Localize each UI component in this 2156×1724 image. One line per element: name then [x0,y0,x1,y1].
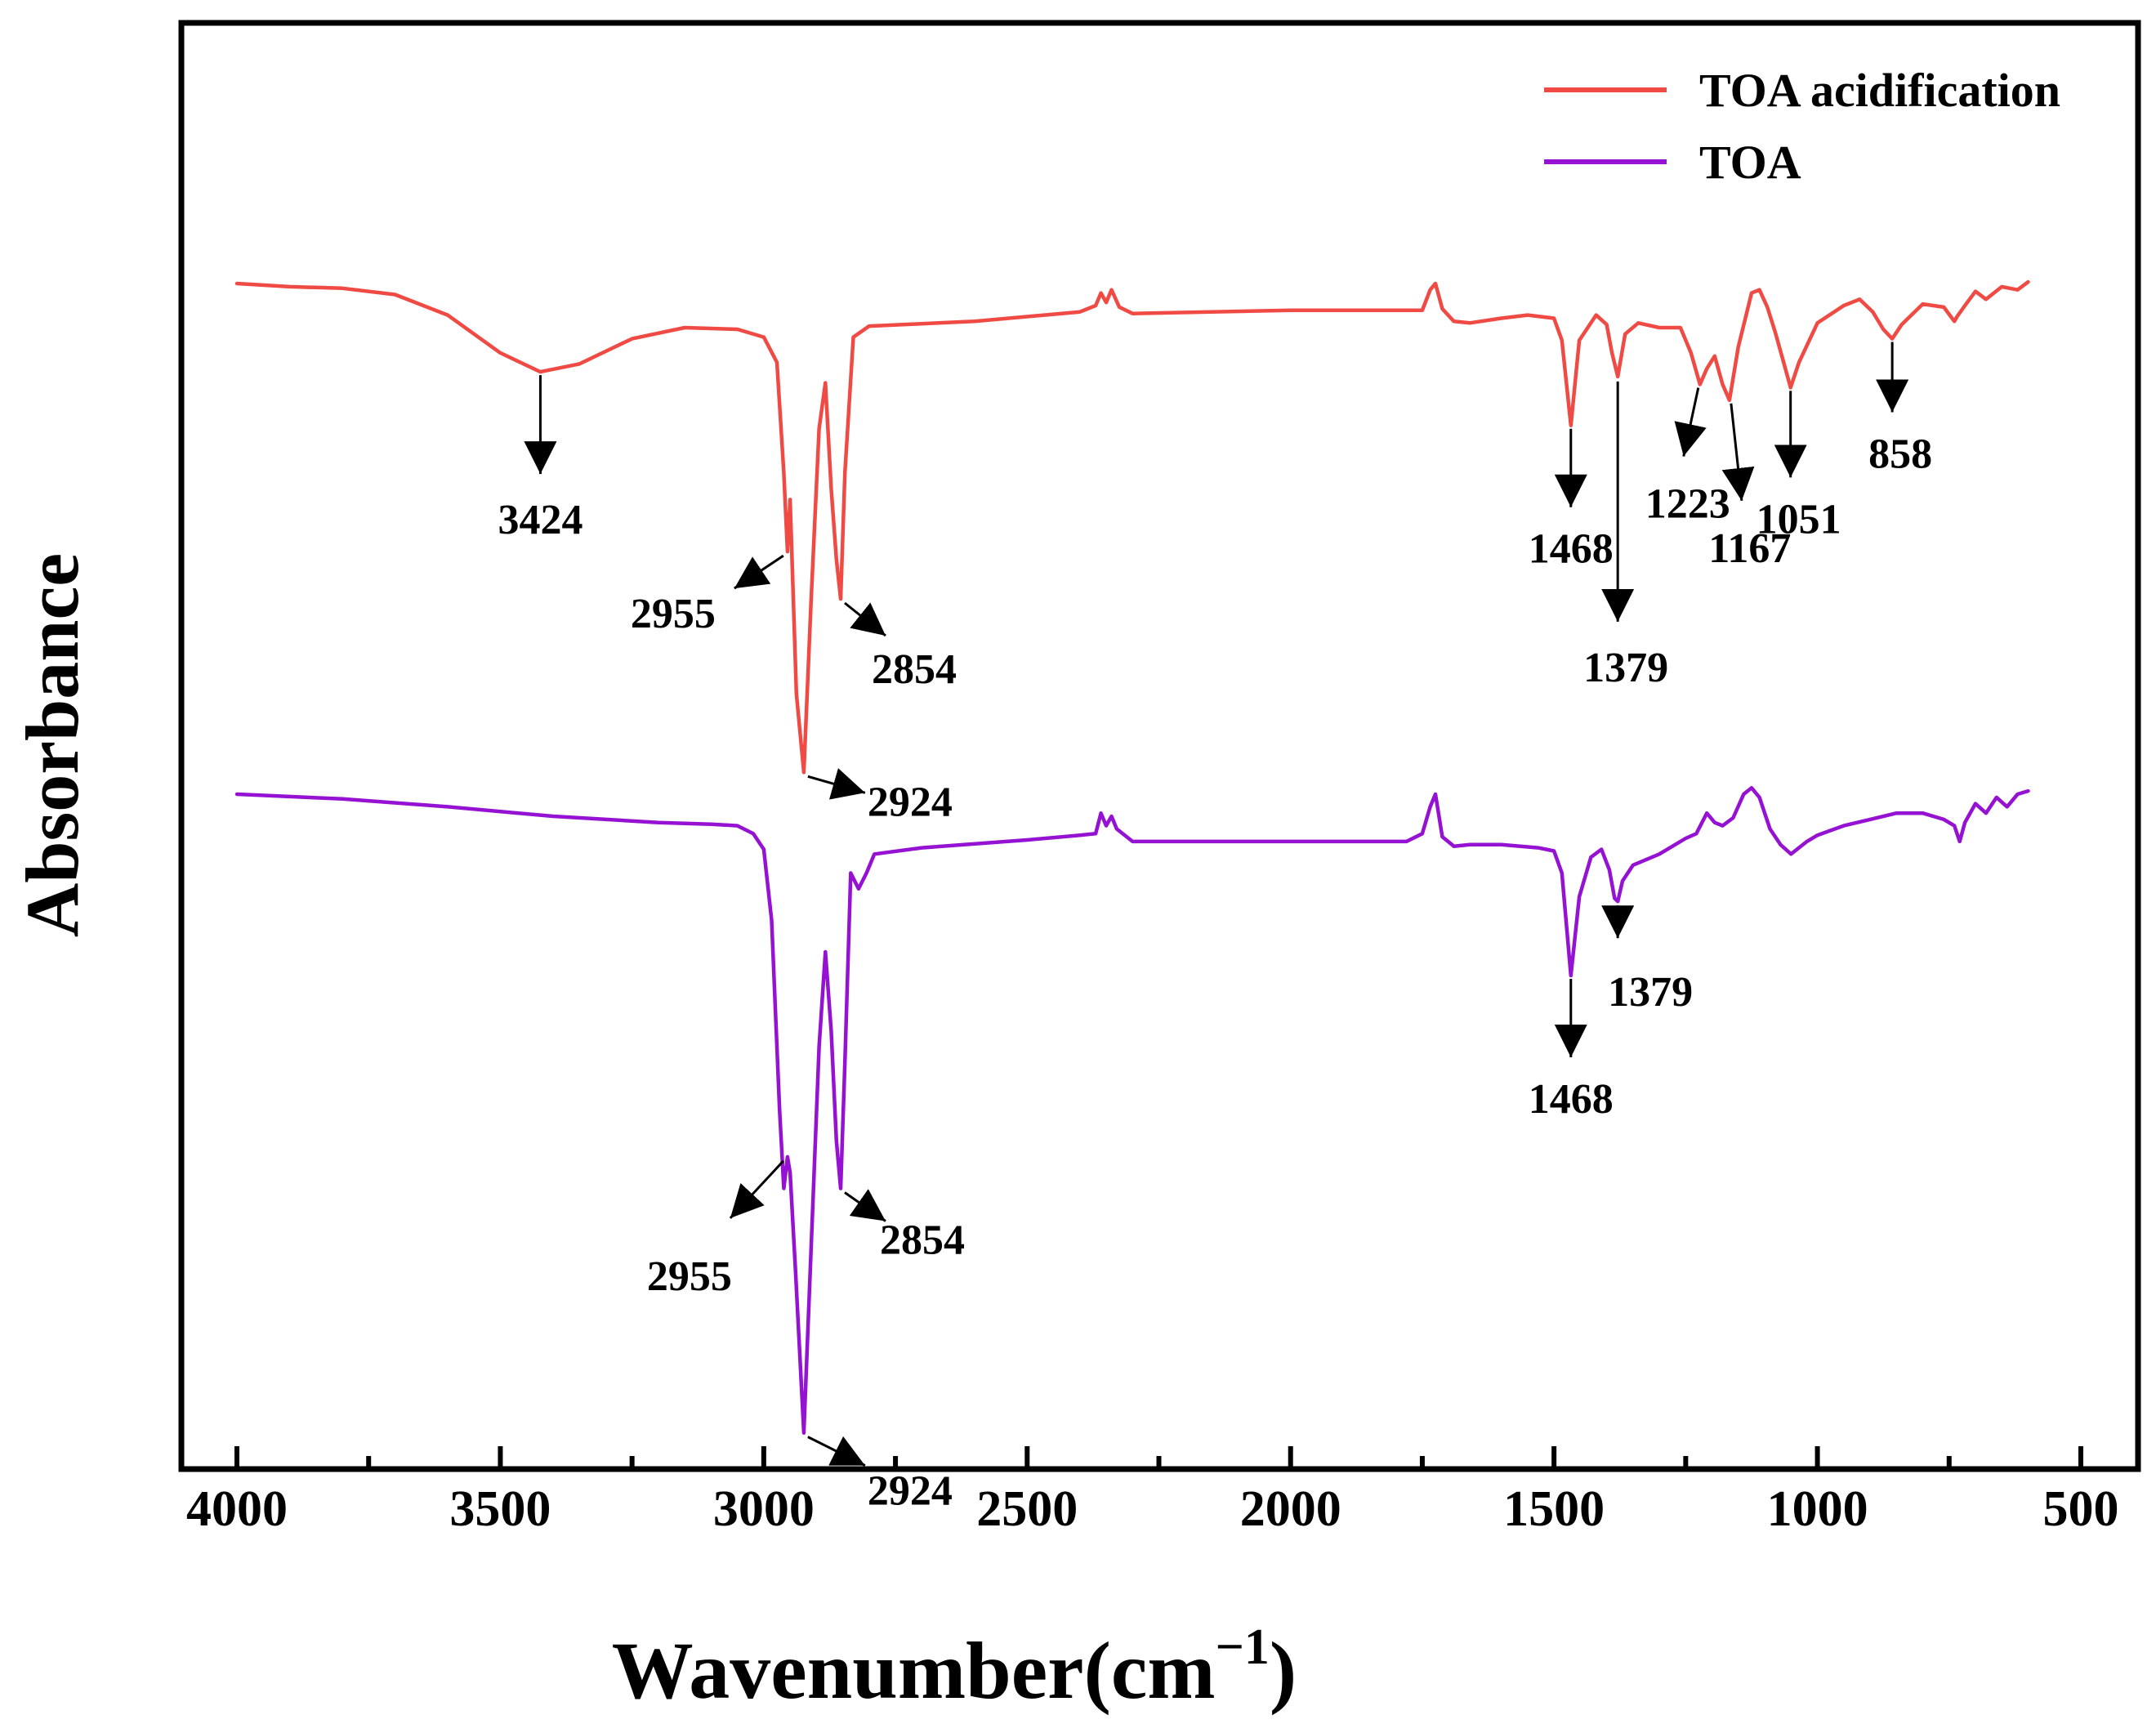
legend: TOA acidification TOA [1544,64,2060,189]
x-tick-label: 1500 [1503,1481,1605,1537]
x-tick-label: 3500 [449,1481,551,1537]
x-axis-title-superscript: −1 [1216,1619,1270,1675]
peak-label: 2955 [631,591,716,637]
x-tick-label: 2000 [1240,1481,1341,1537]
peak-arrow [1674,387,1707,457]
peak-label: 1468 [1529,1076,1614,1123]
peak-arrow [844,601,886,637]
peak-arrow [844,1189,886,1222]
x-tick-label: 3000 [713,1481,815,1537]
legend-label: TOA acidification [1699,64,2060,117]
peak-label: 1223 [1645,481,1730,528]
x-axis-tick-labels: 4000 3500 3000 2500 2000 1500 1000 500 [186,1481,2119,1537]
x-tick-label: 500 [2043,1481,2119,1537]
x-axis-title: Wavenumber(cm−1) [612,1619,1297,1716]
series-group [234,279,2030,1435]
peak-label: 1468 [1529,526,1614,573]
peak-label: 2854 [872,646,957,693]
peak-label: 1379 [1608,969,1693,1016]
peak-label: 3424 [498,497,583,543]
peak-label: 858 [1868,431,1932,478]
peak-label: 2924 [868,779,953,825]
peak-label: 2924 [868,1468,953,1515]
x-tick-label: 1000 [1767,1481,1868,1537]
legend-label: TOA [1699,136,1801,189]
x-axis-title-close: ) [1270,1625,1297,1716]
x-tick-label: 2500 [976,1481,1078,1537]
peak-arrow [734,554,784,590]
peak-label: 1167 [1708,525,1791,572]
x-axis-ticks [234,1446,2083,1469]
peak-label: 2854 [880,1217,965,1264]
plot-frame [178,20,2141,1472]
peak-arrow [729,1159,784,1219]
x-tick-label: 4000 [186,1481,288,1537]
series-line-toa [234,786,2030,1435]
peak-arrow [1721,403,1755,501]
peak-label: 2955 [647,1253,732,1300]
peak-arrow [807,1436,866,1467]
peak-label: 1051 [1756,496,1841,543]
y-axis-title: Absorbance [11,553,94,937]
series-line-toa-acidification [234,279,2030,775]
peak-label: 1379 [1583,645,1668,691]
peak-arrow [807,768,866,800]
